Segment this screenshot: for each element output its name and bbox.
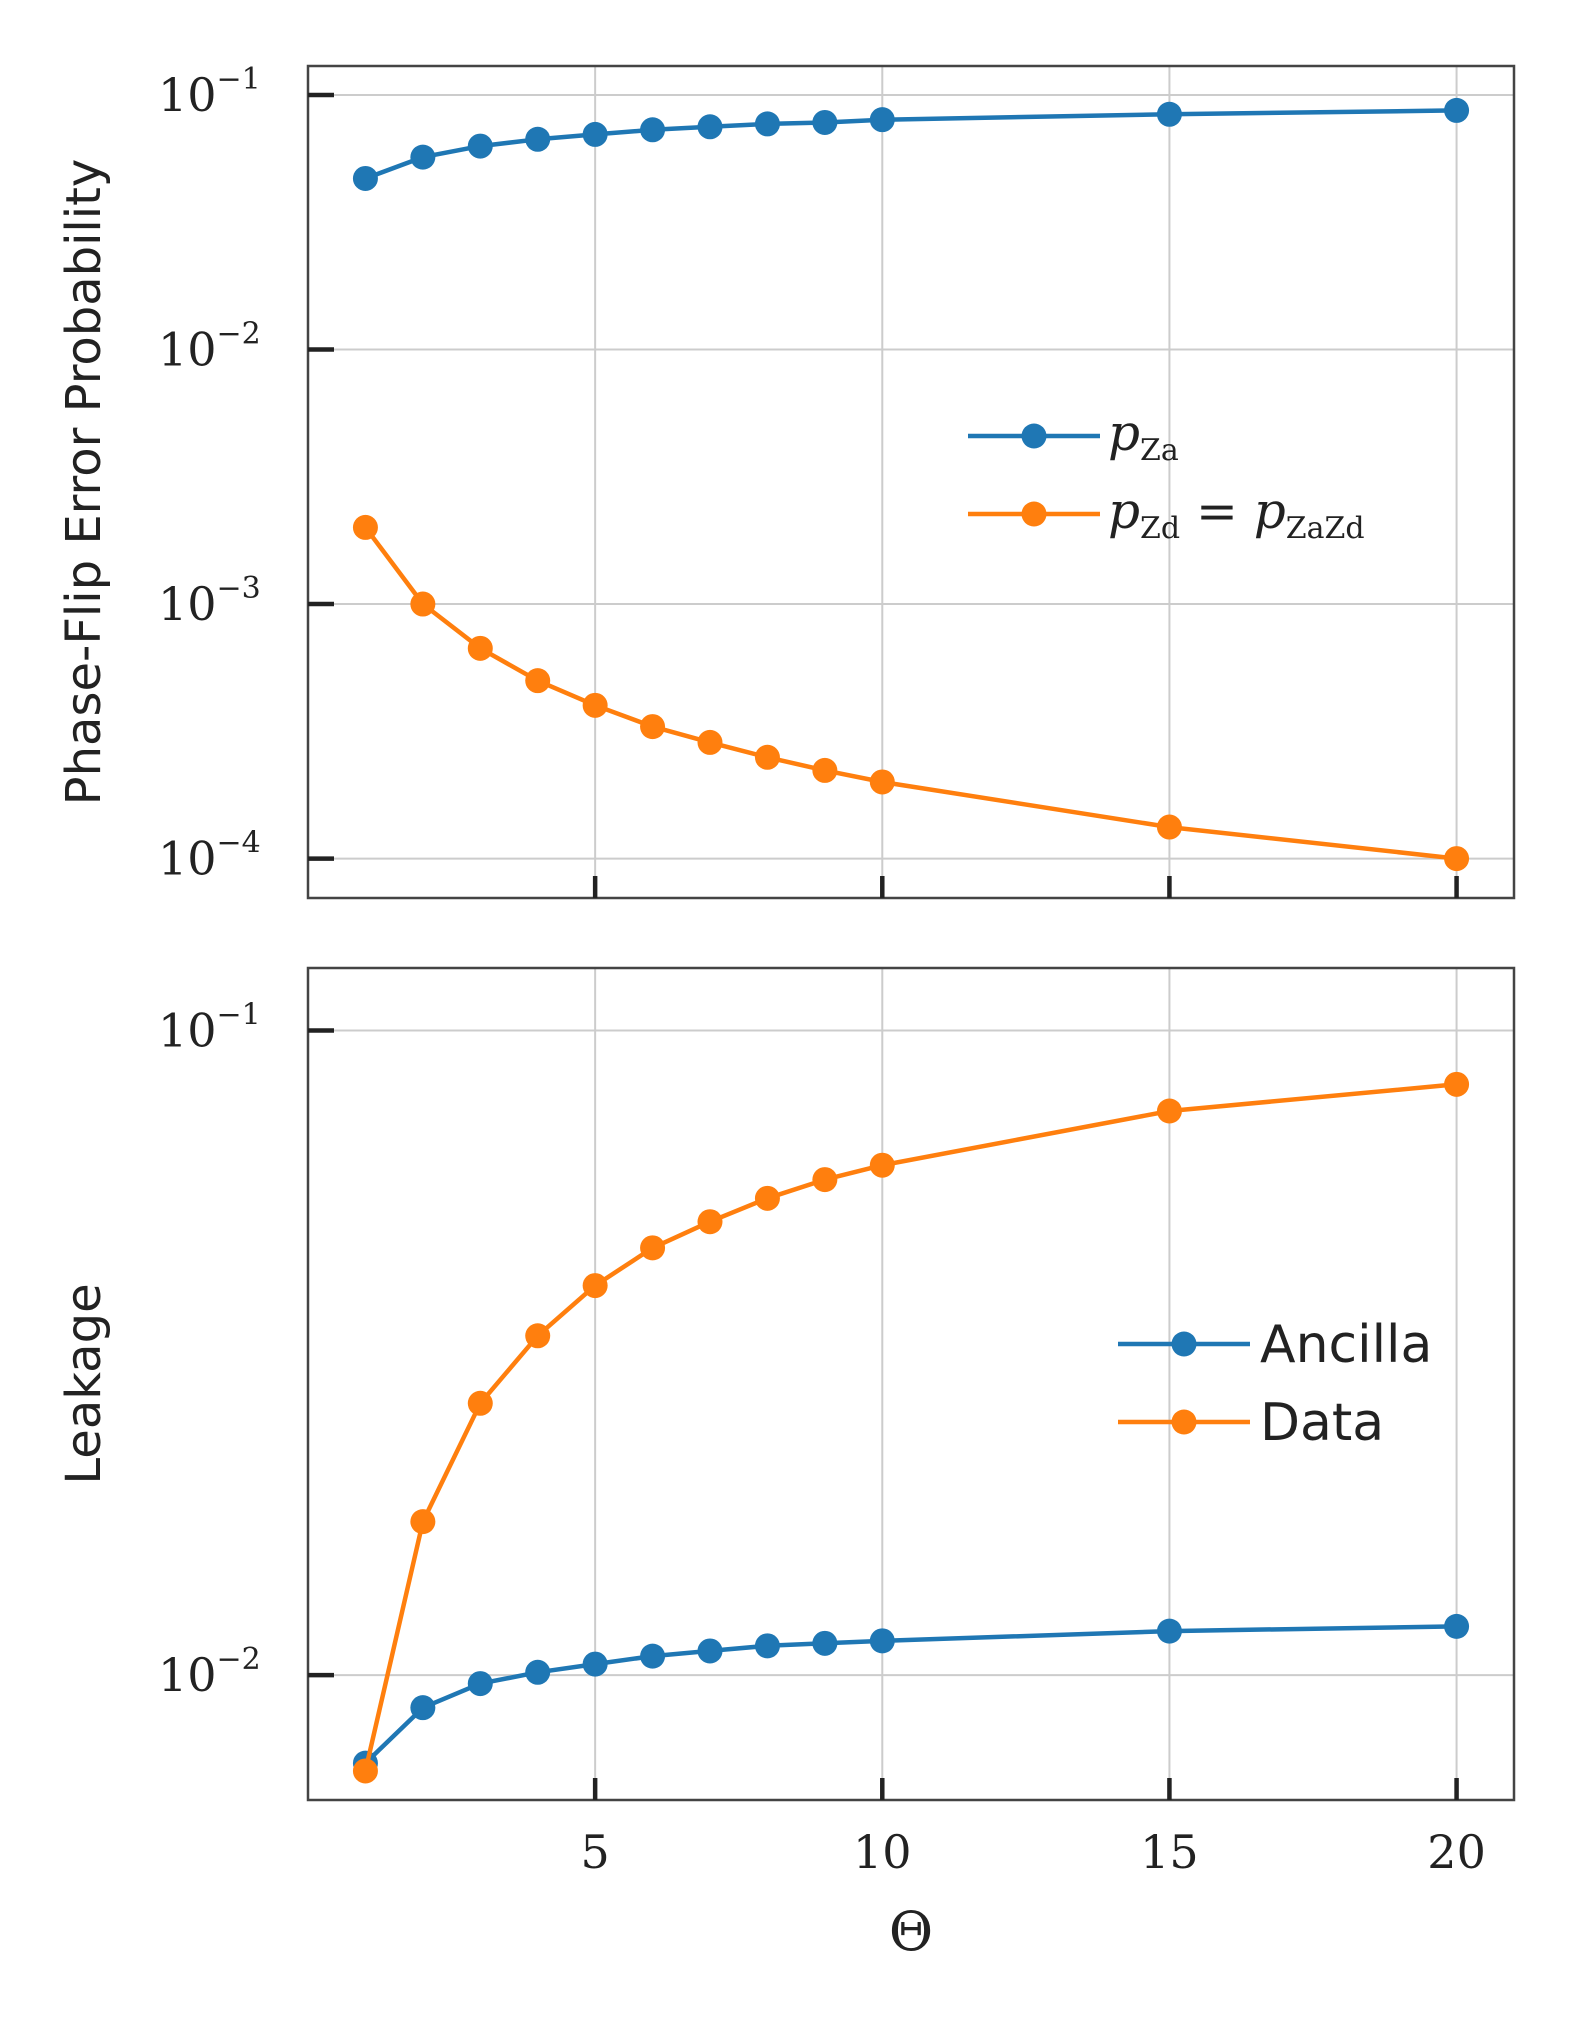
data-point bbox=[410, 1695, 436, 1721]
data-point bbox=[812, 109, 838, 135]
data-point bbox=[352, 1758, 378, 1784]
y-tick-label: 10−4 bbox=[158, 826, 261, 886]
y-tick-label: 10−2 bbox=[158, 317, 261, 377]
data-point bbox=[410, 591, 436, 617]
data-point bbox=[640, 714, 666, 740]
legend-marker bbox=[1171, 1331, 1197, 1357]
axes-frame bbox=[306, 966, 1516, 1802]
y-tick-label: 10−1 bbox=[158, 62, 261, 122]
data-point bbox=[582, 1651, 608, 1677]
y-tick-label: 10−3 bbox=[158, 571, 261, 631]
data-point bbox=[754, 1633, 780, 1659]
axes-frame bbox=[306, 64, 1516, 900]
data-point bbox=[697, 1638, 723, 1664]
legend-label: Ancilla bbox=[1260, 1315, 1432, 1375]
data-point bbox=[812, 757, 838, 783]
x-tick-label: 15 bbox=[1140, 1825, 1199, 1879]
legend-label: pZa bbox=[1108, 404, 1179, 468]
y-tick-label: 10−2 bbox=[158, 1642, 261, 1702]
data-point bbox=[1444, 97, 1470, 123]
y-tick-label: 10−1 bbox=[158, 997, 261, 1057]
data-point bbox=[352, 514, 378, 540]
data-point bbox=[582, 1273, 608, 1299]
legend-marker bbox=[1171, 1409, 1197, 1435]
data-point bbox=[467, 1671, 493, 1697]
data-point bbox=[812, 1630, 838, 1656]
data-point bbox=[582, 692, 608, 718]
y-axis-label: Phase-Flip Error Probability bbox=[56, 159, 112, 806]
data-point bbox=[869, 769, 895, 795]
series-line bbox=[363, 526, 1457, 861]
data-point bbox=[352, 165, 378, 191]
data-point bbox=[640, 1643, 666, 1669]
data-point bbox=[697, 729, 723, 755]
data-point bbox=[1156, 1618, 1182, 1644]
data-point bbox=[869, 107, 895, 133]
data-point bbox=[410, 1509, 436, 1535]
data-point bbox=[582, 121, 608, 147]
data-point bbox=[410, 144, 436, 170]
data-point bbox=[1444, 1613, 1470, 1639]
data-point bbox=[467, 635, 493, 661]
data-point bbox=[754, 1185, 780, 1211]
data-point bbox=[1444, 1071, 1470, 1097]
data-point bbox=[525, 668, 551, 694]
data-point bbox=[640, 117, 666, 143]
data-point bbox=[697, 114, 723, 140]
bottom-panel-leakage: 5 10 15 20 10−1 10−2 Leakage Θ Ancilla Data bbox=[56, 966, 1516, 1963]
data-point bbox=[754, 111, 780, 137]
x-axis-label: Θ bbox=[889, 1900, 933, 1963]
data-point bbox=[640, 1235, 666, 1261]
data-point bbox=[869, 1628, 895, 1654]
legend-label: Data bbox=[1260, 1393, 1384, 1453]
data-point bbox=[1156, 1098, 1182, 1124]
x-tick-label: 20 bbox=[1427, 1825, 1486, 1879]
data-point bbox=[467, 1390, 493, 1416]
x-tick-label: 5 bbox=[581, 1825, 610, 1879]
data-point bbox=[812, 1167, 838, 1193]
data-point bbox=[467, 133, 493, 159]
series-line bbox=[363, 1624, 1457, 1765]
data-point bbox=[525, 126, 551, 152]
data-point bbox=[525, 1323, 551, 1349]
data-point bbox=[697, 1209, 723, 1235]
series-line bbox=[363, 1082, 1457, 1772]
legend-marker bbox=[1021, 423, 1047, 449]
legend-marker bbox=[1021, 501, 1047, 527]
data-point bbox=[754, 744, 780, 770]
x-tick-label: 10 bbox=[853, 1825, 912, 1879]
data-point bbox=[525, 1659, 551, 1685]
data-point bbox=[869, 1152, 895, 1178]
data-point bbox=[1156, 814, 1182, 840]
legend-label: pZd = pZaZd bbox=[1108, 482, 1365, 546]
data-point bbox=[1444, 846, 1470, 872]
y-axis-label: Leakage bbox=[56, 1283, 112, 1484]
top-panel-phase-flip: 10−1 10−2 10−3 10−4 Phase-Flip Error Probabi… bbox=[56, 62, 1516, 900]
data-point bbox=[1156, 101, 1182, 127]
